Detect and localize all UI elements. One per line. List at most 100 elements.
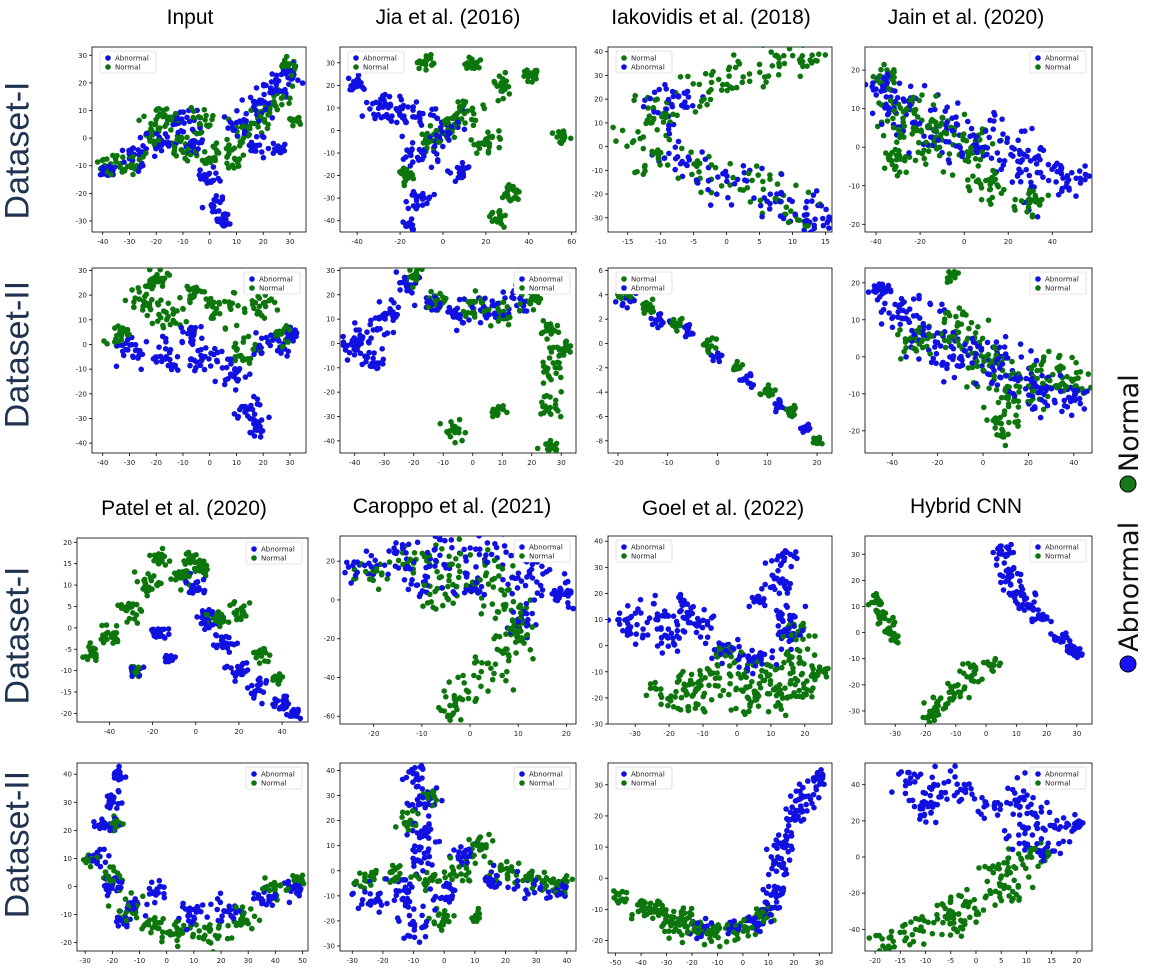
point-normal xyxy=(498,213,505,220)
point-abnormal xyxy=(879,83,886,89)
point-normal xyxy=(174,308,180,314)
point-abnormal xyxy=(1018,354,1025,360)
legend-label-normal: Normal xyxy=(631,276,656,284)
point-abnormal xyxy=(130,354,137,361)
point-normal xyxy=(767,678,774,684)
point-normal xyxy=(124,619,130,625)
point-normal xyxy=(743,685,750,691)
point-normal xyxy=(702,709,708,715)
point-abnormal xyxy=(1066,185,1072,191)
point-normal xyxy=(190,114,196,121)
point-normal xyxy=(812,633,818,639)
point-abnormal xyxy=(1025,147,1031,154)
point-normal xyxy=(773,703,779,709)
point-normal xyxy=(1028,366,1034,372)
point-abnormal xyxy=(897,321,904,328)
point-abnormal xyxy=(1023,375,1030,382)
point-abnormal xyxy=(656,312,663,319)
point-normal xyxy=(158,297,164,303)
point-abnormal xyxy=(247,142,254,149)
point-normal xyxy=(503,677,509,684)
point-normal xyxy=(471,65,478,72)
point-abnormal xyxy=(884,79,890,86)
point-abnormal xyxy=(488,551,495,558)
point-normal xyxy=(893,163,899,170)
point-abnormal xyxy=(883,94,890,100)
point-normal xyxy=(138,608,145,614)
y-tick-label: 0 xyxy=(331,127,335,135)
point-normal xyxy=(556,360,562,366)
point-normal xyxy=(528,70,534,76)
points-group xyxy=(340,268,574,453)
point-abnormal xyxy=(797,632,803,638)
point-normal xyxy=(490,584,497,590)
point-abnormal xyxy=(265,339,271,346)
point-abnormal xyxy=(739,377,746,383)
point-abnormal xyxy=(437,301,443,307)
point-normal xyxy=(729,85,736,91)
scatter-panel-patel-dataset-1: -40 -20 0 20 40-20-15-10-505101520AbnormalNo… xyxy=(61,537,309,736)
point-normal xyxy=(552,397,559,404)
point-abnormal xyxy=(652,592,658,599)
point-abnormal xyxy=(281,693,287,700)
point-normal xyxy=(163,309,169,316)
point-abnormal xyxy=(992,112,998,118)
point-normal xyxy=(728,653,734,660)
legend-marker-normal xyxy=(621,276,627,282)
point-abnormal xyxy=(221,114,228,120)
point-normal xyxy=(402,178,408,184)
point-abnormal xyxy=(127,342,133,348)
point-normal xyxy=(666,136,673,143)
point-abnormal xyxy=(736,664,742,670)
point-abnormal xyxy=(944,119,950,126)
point-abnormal xyxy=(420,110,426,117)
point-abnormal xyxy=(663,612,670,618)
point-normal xyxy=(470,122,477,129)
y-tick-label: 5 xyxy=(68,603,72,611)
x-tick-label: 0 xyxy=(962,238,966,246)
point-abnormal xyxy=(369,100,376,107)
point-normal xyxy=(1029,212,1036,218)
point-abnormal xyxy=(228,361,234,367)
point-normal xyxy=(527,597,534,603)
point-normal xyxy=(513,650,519,656)
point-normal xyxy=(918,128,925,135)
point-abnormal xyxy=(194,614,200,620)
point-abnormal xyxy=(1002,333,1009,340)
point-normal xyxy=(746,78,753,85)
point-abnormal xyxy=(644,632,651,638)
point-normal xyxy=(1027,398,1034,405)
side-legend-normal-marker xyxy=(1119,475,1137,493)
point-normal xyxy=(428,599,434,605)
point-abnormal xyxy=(409,577,415,583)
point-abnormal xyxy=(932,344,938,350)
point-normal xyxy=(112,630,119,636)
point-normal xyxy=(279,344,286,350)
point-normal xyxy=(140,586,146,592)
point-normal xyxy=(419,268,425,273)
point-normal xyxy=(755,703,762,709)
point-normal xyxy=(402,173,408,180)
point-normal xyxy=(216,310,223,317)
point-abnormal xyxy=(735,636,741,643)
point-abnormal xyxy=(906,319,913,326)
point-abnormal xyxy=(461,296,467,302)
point-normal xyxy=(726,691,732,698)
point-abnormal xyxy=(693,629,700,636)
point-abnormal xyxy=(1001,158,1008,164)
point-abnormal xyxy=(916,295,922,302)
point-abnormal xyxy=(180,329,186,335)
point-normal xyxy=(450,115,456,121)
point-abnormal xyxy=(273,86,279,92)
point-normal xyxy=(897,327,903,333)
point-abnormal xyxy=(762,581,768,588)
point-abnormal xyxy=(649,321,656,328)
point-normal xyxy=(965,177,971,183)
point-normal xyxy=(563,341,569,347)
point-normal xyxy=(445,596,452,603)
point-normal xyxy=(504,587,511,593)
point-abnormal xyxy=(259,149,265,155)
point-normal xyxy=(472,654,479,660)
point-abnormal xyxy=(724,173,730,179)
